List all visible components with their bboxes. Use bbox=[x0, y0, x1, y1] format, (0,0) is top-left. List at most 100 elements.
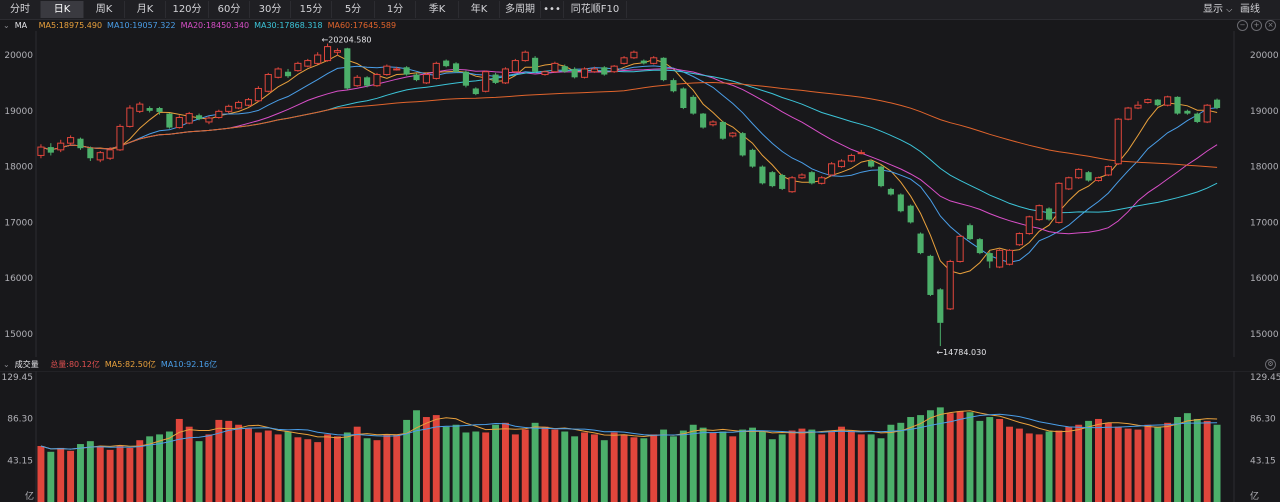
candle-body bbox=[610, 65, 618, 73]
candle-body bbox=[660, 57, 667, 81]
candle-body bbox=[1085, 172, 1092, 181]
plus-icon[interactable]: + bbox=[1251, 20, 1262, 31]
gear-icon[interactable]: ⚙ bbox=[1265, 359, 1276, 370]
volume-bar bbox=[373, 440, 381, 502]
display-label: 显示 bbox=[1203, 4, 1223, 15]
close-icon[interactable]: × bbox=[1265, 20, 1276, 31]
tab-6[interactable]: 30分 bbox=[250, 1, 291, 18]
volume-bar bbox=[1006, 426, 1013, 502]
candle-body bbox=[1045, 208, 1053, 220]
candle-body bbox=[946, 260, 954, 310]
volume-bar bbox=[610, 432, 618, 502]
candle-body bbox=[185, 113, 193, 124]
volume-bar bbox=[57, 447, 65, 502]
y-tick-left: 86.30 bbox=[7, 415, 33, 425]
volume-bar bbox=[551, 429, 559, 502]
volume-bar bbox=[768, 439, 776, 502]
candle-body bbox=[422, 74, 430, 84]
volume-bar bbox=[946, 413, 954, 502]
volume-bar bbox=[1213, 424, 1221, 502]
volume-bar bbox=[966, 412, 974, 502]
candle-body bbox=[739, 133, 746, 156]
candle-body bbox=[690, 96, 697, 114]
tab-1[interactable]: 日K bbox=[41, 1, 84, 18]
candle-body bbox=[462, 71, 469, 86]
tab-0[interactable]: 分时 bbox=[0, 1, 41, 18]
candle-body bbox=[511, 60, 519, 73]
minus-icon[interactable]: − bbox=[1237, 20, 1248, 31]
volume-bar bbox=[571, 436, 579, 502]
candle-body bbox=[630, 51, 638, 59]
tab-13[interactable]: ••• bbox=[541, 1, 564, 18]
volume-bar bbox=[1065, 426, 1073, 502]
candle-body bbox=[670, 80, 677, 92]
candle-body bbox=[156, 108, 163, 112]
tab-14[interactable]: 同花顺F10 bbox=[564, 1, 627, 18]
volume-bar bbox=[146, 436, 154, 502]
tab-11[interactable]: 年K bbox=[459, 1, 500, 18]
y-tick-right: 19000 bbox=[1250, 107, 1279, 117]
candle-body bbox=[788, 177, 796, 193]
tab-10[interactable]: 季K bbox=[416, 1, 459, 18]
volume-bar bbox=[818, 434, 826, 502]
ma5-line bbox=[40, 54, 1218, 275]
volume-bar bbox=[956, 411, 964, 502]
candle-body bbox=[215, 110, 223, 118]
ma-label-4: MA60:17645.589 bbox=[327, 21, 397, 30]
candle-body bbox=[798, 174, 806, 179]
volume-bar bbox=[600, 440, 608, 502]
candle-body bbox=[907, 205, 914, 223]
volume-ma10-line bbox=[40, 413, 1218, 450]
tab-8[interactable]: 5分 bbox=[332, 1, 375, 18]
candle-body bbox=[492, 74, 499, 83]
tab-9[interactable]: 1分 bbox=[375, 1, 416, 18]
volume-labels: 总量:80.12亿 MA5:82.50亿 MA10:92.16亿 bbox=[50, 360, 222, 369]
candle-body bbox=[1134, 104, 1142, 109]
candle-body bbox=[67, 137, 75, 144]
candle-body bbox=[719, 121, 726, 139]
candle-body bbox=[709, 121, 717, 126]
volume-bar bbox=[264, 430, 272, 502]
volume-bar bbox=[492, 424, 500, 502]
volume-bar bbox=[531, 422, 539, 502]
display-menu-button[interactable]: 显示 ⌵ bbox=[1203, 1, 1232, 18]
draw-line-button[interactable]: 画线 bbox=[1240, 1, 1260, 18]
volume-bar bbox=[195, 441, 203, 502]
volume-bar bbox=[175, 418, 183, 502]
tab-3[interactable]: 月K bbox=[125, 1, 166, 18]
volume-bar bbox=[1164, 422, 1172, 502]
candle-body bbox=[887, 188, 894, 195]
candle-body bbox=[640, 60, 647, 64]
volume-bar bbox=[887, 424, 895, 502]
volume-ma5-line bbox=[40, 410, 1218, 450]
candle-body bbox=[364, 77, 371, 86]
candle-body bbox=[196, 115, 203, 120]
candle-body bbox=[166, 113, 173, 128]
volume-bar bbox=[501, 422, 509, 502]
volume-bar bbox=[1025, 433, 1033, 502]
collapse-icon[interactable]: ⌄ bbox=[3, 360, 10, 369]
candle-body bbox=[808, 172, 815, 184]
tab-2[interactable]: 周K bbox=[84, 1, 125, 18]
candle-body bbox=[175, 116, 183, 129]
candle-body bbox=[1203, 104, 1211, 123]
ma-label-2: MA20:18450.340 bbox=[180, 21, 250, 30]
volume-bar bbox=[1174, 417, 1181, 502]
tab-12[interactable]: 多周期 bbox=[500, 1, 541, 18]
volume-bar bbox=[383, 434, 391, 502]
candle-body bbox=[996, 249, 1004, 268]
collapse-icon[interactable]: ⌄ bbox=[3, 21, 10, 30]
ma-label-1: MA10:19057.322 bbox=[107, 21, 176, 30]
volume-bar bbox=[620, 434, 628, 502]
candle-body bbox=[828, 163, 836, 176]
tab-5[interactable]: 60分 bbox=[209, 1, 250, 18]
candle-body bbox=[304, 60, 312, 67]
tab-7[interactable]: 15分 bbox=[291, 1, 332, 18]
volume-bar bbox=[116, 445, 124, 502]
ma-label-0: MA5:18975.490 bbox=[38, 21, 103, 30]
volume-panel-name: 成交量 bbox=[14, 360, 39, 369]
candle-body bbox=[1094, 177, 1103, 182]
tab-4[interactable]: 120分 bbox=[166, 1, 209, 18]
volume-bar bbox=[452, 424, 460, 502]
volume-bar bbox=[719, 431, 727, 502]
